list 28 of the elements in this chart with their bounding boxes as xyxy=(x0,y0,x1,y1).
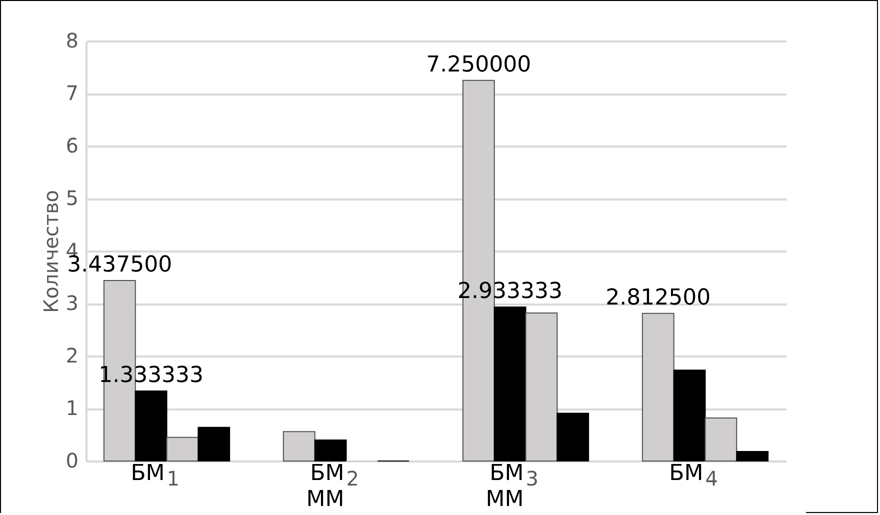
x-tick-label: 1 xyxy=(166,466,180,490)
data-label: 7.250000 xyxy=(426,52,532,78)
annotation: БМ xyxy=(310,461,344,486)
annotation: БМ xyxy=(490,461,524,486)
y-tick-label: 3 xyxy=(66,291,78,315)
y-tick-label: 8 xyxy=(66,28,78,52)
bar xyxy=(556,412,590,462)
bar xyxy=(134,390,168,462)
y-tick-label: 6 xyxy=(66,134,78,158)
data-label: 2.812500 xyxy=(606,285,711,310)
annotation: БМ xyxy=(669,461,704,486)
y-tick-label: 5 xyxy=(66,186,78,210)
x-tick-label: 3 xyxy=(526,466,538,490)
y-tick-label: 0 xyxy=(66,448,78,472)
bar xyxy=(198,426,230,462)
y-tick-label: 2 xyxy=(66,344,78,368)
text: ММ xyxy=(306,487,344,512)
y-tick-label: 7 xyxy=(66,81,78,105)
text: ММ xyxy=(486,487,524,512)
bar xyxy=(494,306,526,462)
bar xyxy=(673,370,706,462)
y-tick-label: 1 xyxy=(66,396,78,420)
x-tick-label: 4 xyxy=(705,466,718,490)
annotation: БМ xyxy=(130,461,165,486)
bar xyxy=(314,440,347,462)
bar xyxy=(736,451,769,462)
y-axis-title: Количество xyxy=(38,190,63,314)
x-tick-label: 2 xyxy=(346,466,359,490)
